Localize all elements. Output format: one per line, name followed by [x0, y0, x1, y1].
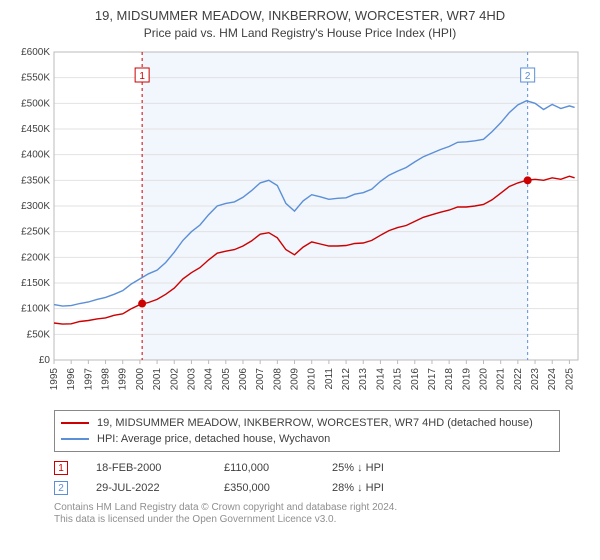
line-chart-svg: £0 £50K £100K £150K £200K £250K £300K £350K £400… [6, 46, 594, 406]
transaction-pct: 28% ↓ HPI [332, 482, 422, 494]
svg-text:1997: 1997 [83, 368, 94, 391]
svg-text:1: 1 [139, 71, 145, 82]
svg-text:2003: 2003 [186, 368, 197, 391]
svg-text:£150K: £150K [21, 278, 50, 289]
svg-text:£600K: £600K [21, 47, 50, 58]
legend-swatch [61, 422, 89, 424]
svg-text:£100K: £100K [21, 304, 50, 315]
svg-text:2014: 2014 [375, 368, 386, 391]
svg-text:£500K: £500K [21, 98, 50, 109]
svg-text:2019: 2019 [461, 368, 472, 391]
svg-text:2000: 2000 [135, 368, 146, 391]
legend-swatch [61, 438, 89, 440]
svg-text:2007: 2007 [255, 368, 266, 391]
transactions-table: 1 18-FEB-2000 £110,000 25% ↓ HPI 2 29-JUL-202… [54, 458, 560, 498]
transaction-price: £110,000 [224, 462, 304, 474]
legend-label: 19, MIDSUMMER MEADOW, INKBERROW, WORCEST… [97, 417, 533, 429]
svg-text:2006: 2006 [238, 368, 249, 391]
legend-item: 19, MIDSUMMER MEADOW, INKBERROW, WORCEST… [61, 415, 553, 431]
svg-text:2025: 2025 [564, 368, 575, 391]
svg-text:2020: 2020 [479, 368, 490, 391]
svg-text:2021: 2021 [496, 368, 507, 391]
svg-text:£450K: £450K [21, 124, 50, 135]
svg-text:2004: 2004 [204, 368, 215, 391]
svg-text:1998: 1998 [101, 368, 112, 391]
footer-line-2: This data is licensed under the Open Gov… [54, 514, 560, 527]
svg-text:£0: £0 [39, 355, 51, 366]
svg-text:£300K: £300K [21, 201, 50, 212]
chart-container: 19, MIDSUMMER MEADOW, INKBERROW, WORCEST… [0, 0, 600, 560]
footer-attribution: Contains HM Land Registry data © Crown c… [54, 502, 560, 527]
svg-text:£250K: £250K [21, 227, 50, 238]
transaction-pct: 25% ↓ HPI [332, 462, 422, 474]
svg-text:2022: 2022 [513, 368, 524, 391]
svg-text:£200K: £200K [21, 252, 50, 263]
svg-text:2008: 2008 [272, 368, 283, 391]
svg-text:2001: 2001 [152, 368, 163, 391]
footer-line-1: Contains HM Land Registry data © Crown c… [54, 502, 560, 515]
svg-text:1996: 1996 [66, 368, 77, 391]
transaction-badge: 2 [54, 481, 68, 495]
svg-text:£550K: £550K [21, 73, 50, 84]
transaction-date: 18-FEB-2000 [96, 462, 196, 474]
transaction-date: 29-JUL-2022 [96, 482, 196, 494]
svg-text:2023: 2023 [530, 368, 541, 391]
chart-title: 19, MIDSUMMER MEADOW, INKBERROW, WORCEST… [6, 8, 594, 24]
svg-text:2016: 2016 [410, 368, 421, 391]
svg-text:2012: 2012 [341, 368, 352, 391]
transaction-price: £350,000 [224, 482, 304, 494]
legend: 19, MIDSUMMER MEADOW, INKBERROW, WORCEST… [54, 410, 560, 452]
svg-text:£400K: £400K [21, 150, 50, 161]
transaction-row: 1 18-FEB-2000 £110,000 25% ↓ HPI [54, 458, 560, 478]
chart-plot-area: £0 £50K £100K £150K £200K £250K £300K £350K £400… [6, 46, 594, 406]
svg-text:2002: 2002 [169, 368, 180, 391]
svg-text:2024: 2024 [547, 368, 558, 391]
transaction-badge: 1 [54, 461, 68, 475]
svg-text:£50K: £50K [27, 329, 51, 340]
svg-text:£350K: £350K [21, 175, 50, 186]
svg-text:2013: 2013 [358, 368, 369, 391]
svg-text:2015: 2015 [393, 368, 404, 391]
svg-text:2005: 2005 [221, 368, 232, 391]
legend-item: HPI: Average price, detached house, Wych… [61, 431, 553, 447]
svg-text:1999: 1999 [118, 368, 129, 391]
legend-label: HPI: Average price, detached house, Wych… [97, 433, 330, 445]
svg-text:1995: 1995 [49, 368, 60, 391]
svg-text:2: 2 [525, 71, 531, 82]
svg-text:2009: 2009 [290, 368, 301, 391]
svg-text:2017: 2017 [427, 368, 438, 391]
svg-text:2011: 2011 [324, 368, 335, 390]
transaction-row: 2 29-JUL-2022 £350,000 28% ↓ HPI [54, 478, 560, 498]
svg-text:2018: 2018 [444, 368, 455, 391]
svg-text:2010: 2010 [307, 368, 318, 391]
chart-subtitle: Price paid vs. HM Land Registry's House … [6, 26, 594, 40]
